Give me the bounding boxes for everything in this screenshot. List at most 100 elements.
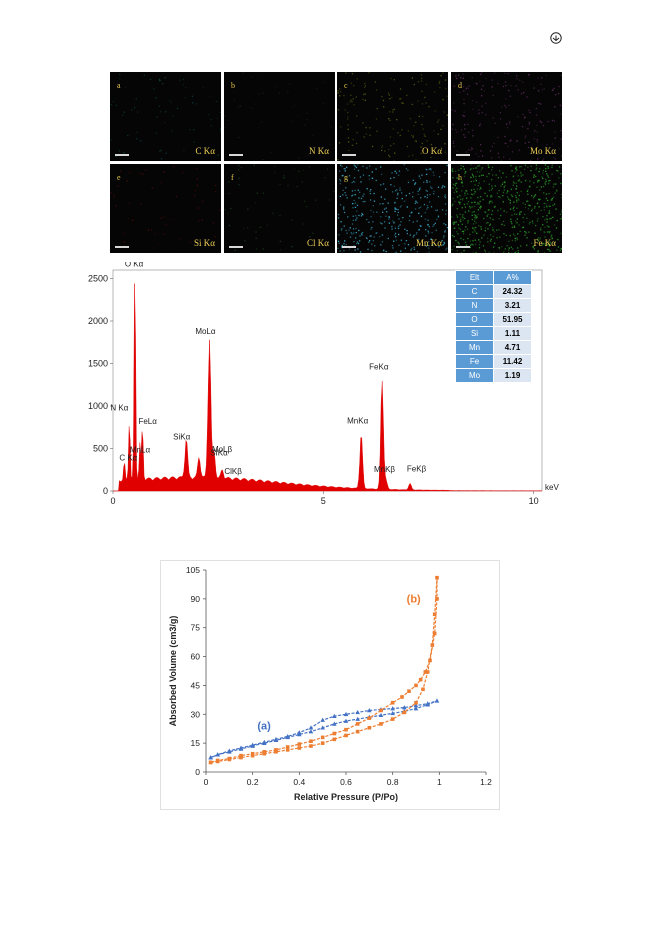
data-point — [344, 733, 348, 738]
element-cell: Mn — [455, 340, 494, 355]
table-row: N 3.21 — [455, 298, 532, 313]
eds-map-a: a C Kα — [110, 72, 221, 161]
data-point — [367, 708, 372, 713]
map-letter: d — [458, 81, 462, 90]
data-point — [407, 689, 411, 693]
data-point — [344, 727, 348, 732]
peak-label: SIKα — [210, 448, 228, 457]
chart-frame — [160, 560, 500, 810]
map-letter: f — [231, 173, 234, 182]
data-point — [432, 631, 437, 636]
y-tick-label: 1500 — [88, 359, 108, 369]
data-point — [343, 711, 349, 717]
map-element-label: Fe Kα — [533, 238, 556, 248]
data-point — [208, 760, 213, 765]
spectrum-svg: 0 500 1000 1500 2000 2500 0 5 10 keV C Kα N Kα O Kα F… — [88, 259, 559, 506]
data-point — [250, 751, 255, 756]
scale-bar — [229, 246, 243, 248]
data-point — [262, 750, 267, 754]
table-row: Si 1.11 — [455, 326, 532, 341]
table-header-percent: A% — [493, 270, 532, 285]
series-line — [210, 577, 438, 763]
map-dots — [110, 73, 221, 160]
data-point — [309, 739, 313, 744]
map-letter: h — [458, 173, 462, 182]
peak-label: ClKβ — [224, 467, 242, 476]
data-point — [285, 745, 290, 749]
data-point — [423, 670, 428, 674]
data-point — [332, 721, 337, 726]
data-point — [208, 755, 213, 760]
data-point — [390, 710, 395, 716]
map-dots — [451, 72, 562, 161]
eds-map-b: b N Kα — [224, 72, 335, 161]
map-dots — [337, 72, 448, 161]
data-point — [308, 729, 314, 734]
y-tick-label: 15 — [191, 738, 201, 748]
map-letter: g — [344, 173, 348, 182]
percent-cell: 1.11 — [493, 326, 532, 341]
eds-map-f: f Cl Kα — [224, 164, 335, 253]
series-annotation: (a) — [257, 721, 271, 733]
data-point — [238, 746, 244, 751]
data-point — [239, 753, 243, 758]
composition-table: Elt A% C 24.32 N 3.21 O 51.95 Si 1.11 Mn 4.71 Fe 11… — [455, 270, 532, 383]
peak-label: FeLα — [138, 417, 157, 426]
data-point — [308, 725, 314, 730]
data-point — [250, 753, 255, 758]
data-point — [274, 750, 278, 754]
data-point — [378, 712, 384, 718]
data-point — [402, 710, 407, 715]
map-dots — [451, 164, 562, 253]
y-axis-label: Absorbed Volume (cm3/g) — [168, 616, 178, 727]
x-tick-label: 5 — [321, 496, 326, 506]
x-tick-label: 0.6 — [340, 777, 352, 787]
table-row: Mo 1.19 — [455, 368, 532, 383]
peak-label: FeKα — [369, 363, 389, 372]
data-point — [390, 700, 395, 705]
map-letter: c — [344, 81, 348, 90]
data-point — [355, 729, 360, 734]
y-tick-label: 105 — [186, 565, 200, 575]
data-point — [421, 687, 425, 692]
table-row: Fe 11.42 — [455, 354, 532, 369]
data-point — [418, 677, 423, 682]
peak-label: N Kα — [110, 404, 128, 413]
eds-spectrum-chart: 0 500 1000 1500 2000 2500 0 5 10 keV C Kα N Kα O Kα F… — [80, 259, 580, 512]
peak-label: MnKβ — [374, 465, 395, 474]
y-tick-label: 1000 — [88, 401, 108, 411]
x-tick-label: 0 — [204, 777, 209, 787]
y-tick-label: 2500 — [88, 274, 108, 284]
data-point — [355, 722, 360, 726]
isotherm-chart: 0 15 30 45 60 75 90 105 0 0.2 0.4 0.6 0.8 1 1.2 Relativ… — [160, 560, 500, 810]
map-dots — [224, 72, 335, 161]
y-tick-label: 75 — [191, 623, 201, 633]
data-point — [332, 737, 337, 742]
percent-cell: 3.21 — [493, 298, 532, 313]
data-point — [413, 703, 419, 708]
peak-label: C Kα — [119, 454, 137, 463]
data-point — [414, 683, 418, 688]
map-letter: e — [117, 173, 121, 182]
element-cell: Fe — [455, 354, 494, 369]
data-point — [320, 741, 325, 745]
data-point — [274, 748, 278, 752]
data-point — [367, 725, 372, 730]
map-dots — [110, 165, 221, 249]
map-element-label: Mn Kα — [416, 238, 442, 248]
table-row: Mn 4.71 — [455, 340, 532, 355]
spectrum-area — [113, 283, 543, 492]
data-point — [400, 695, 404, 699]
data-point — [430, 643, 435, 647]
x-tick-label: 1 — [437, 777, 442, 787]
data-point — [413, 706, 419, 711]
data-point — [227, 749, 232, 754]
eds-map-e: e Si Kα — [110, 164, 221, 253]
percent-cell: 51.95 — [493, 312, 532, 327]
data-point — [250, 743, 255, 748]
eds-map-c: c O Kα — [337, 72, 448, 161]
data-point — [297, 742, 302, 746]
peak-label: FeKβ — [407, 465, 427, 474]
x-tick-label: 1.2 — [480, 777, 492, 787]
data-point — [285, 734, 290, 740]
